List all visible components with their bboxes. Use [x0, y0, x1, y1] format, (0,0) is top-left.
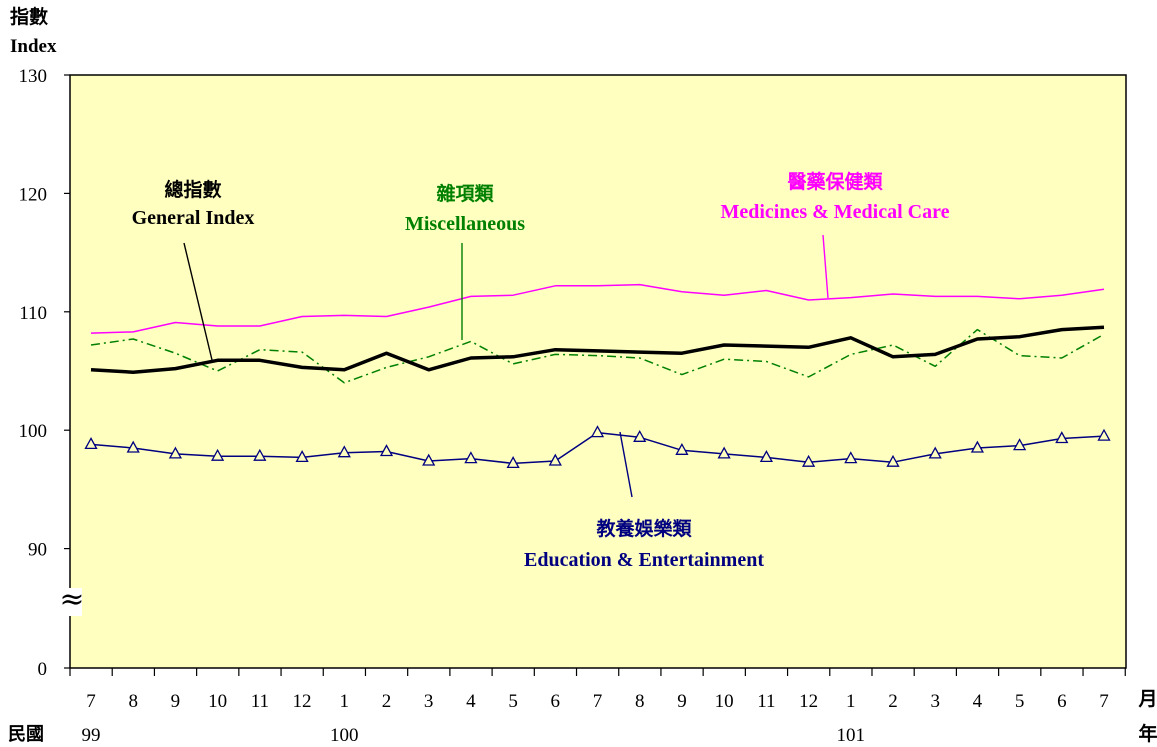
x-tick-label: 7: [86, 691, 96, 712]
data-point-marker: [84, 437, 98, 450]
series-line-medicines: [90, 283, 1105, 334]
y-tick-label: 0: [38, 659, 48, 680]
data-point-marker: [253, 448, 267, 461]
series-label-zh-medicines: 醫藥保健類: [787, 170, 883, 193]
x-unit-year: 年: [1138, 722, 1157, 745]
x-tick-label: 12: [293, 691, 312, 712]
x-tick-label: 10: [715, 691, 734, 712]
data-point-marker: [970, 440, 984, 453]
data-point-marker: [928, 446, 942, 459]
data-point-marker: [337, 445, 351, 458]
x-tick-label: 8: [635, 691, 645, 712]
y-axis: 130 120 110 100 90 0 ≈: [19, 66, 85, 680]
x-tick-label: 5: [1015, 691, 1025, 712]
data-point-marker: [886, 454, 900, 467]
data-point-marker: [759, 450, 773, 463]
x-tick-label: 7: [593, 691, 603, 712]
leader-line-medicines: [822, 234, 829, 299]
series-label-zh-misc: 雜項類: [436, 182, 494, 205]
data-point-marker: [422, 453, 436, 466]
x-tick-label: 4: [466, 691, 476, 712]
x-tick-label: 12: [799, 691, 818, 712]
series-label-zh-general: 總指數: [164, 178, 221, 201]
year-label: 100: [330, 725, 359, 746]
series-layer: [84, 283, 1111, 469]
x-tick-label: 8: [128, 691, 138, 712]
data-point-marker: [633, 429, 647, 442]
leader-line-education: [619, 431, 633, 498]
data-point-marker: [506, 456, 520, 469]
x-tick-label: 6: [1057, 691, 1067, 712]
series-line-misc: [90, 328, 1105, 384]
data-point-marker: [1055, 431, 1069, 444]
x-tick-label: 3: [930, 691, 940, 712]
axis-break-symbol: ≈: [59, 582, 84, 617]
era-label: 民國: [8, 724, 44, 745]
x-tick-label: 11: [757, 691, 775, 712]
x-unit-month: 月: [1137, 688, 1157, 710]
plot-area: [69, 74, 1127, 669]
x-tick-label: 1: [846, 691, 856, 712]
x-tick-label: 5: [508, 691, 518, 712]
axis-break-gap: [60, 588, 82, 616]
series-label-en-education: Education & Entertainment: [524, 549, 764, 571]
data-point-marker: [168, 446, 182, 459]
x-tick-label: 7: [1099, 691, 1109, 712]
data-point-marker: [464, 451, 478, 464]
data-point-marker: [548, 453, 562, 466]
data-point-marker: [126, 440, 140, 453]
data-point-marker: [675, 442, 689, 455]
series-label-en-general: General Index: [132, 207, 255, 229]
year-label: 99: [82, 725, 101, 746]
series-labels: 總指數 General Index 雜項類 Miscellaneous 醫藥保健類 Med…: [132, 170, 950, 571]
x-tick-label: 1: [340, 691, 350, 712]
x-tick-label: 2: [888, 691, 898, 712]
series-label-en-medicines: Medicines & Medical Care: [720, 201, 949, 223]
x-tick-label: 4: [973, 691, 983, 712]
data-point-marker: [717, 446, 731, 459]
series-label-zh-education: 教養娛樂類: [596, 517, 692, 540]
x-tick-label: 9: [171, 691, 181, 712]
y-tick-label: 100: [19, 421, 48, 442]
data-point-marker: [590, 425, 605, 438]
x-tick-label: 10: [208, 691, 227, 712]
data-point-marker: [379, 444, 394, 457]
series-label-en-misc: Miscellaneous: [405, 213, 525, 235]
x-tick-label: 2: [382, 691, 392, 712]
y-tick-label: 110: [19, 303, 47, 324]
x-tick-label: 9: [677, 691, 687, 712]
data-point-marker: [1013, 438, 1027, 451]
data-point-marker: [295, 450, 309, 463]
data-point-marker: [844, 451, 858, 464]
x-tick-label: 6: [551, 691, 561, 712]
y-tick-label: 90: [28, 540, 47, 561]
y-tick-label: 130: [19, 66, 48, 87]
series-line-general: [90, 325, 1105, 374]
x-tick-label: 3: [424, 691, 434, 712]
y-axis-title-zh: 指數: [10, 7, 49, 28]
x-tick-label: 11: [251, 691, 269, 712]
leader-line-general: [183, 242, 213, 361]
data-point-marker: [1097, 428, 1111, 441]
y-axis-title-en: Index: [10, 36, 57, 57]
y-tick-label: 120: [19, 184, 48, 205]
data-point-marker: [802, 454, 816, 467]
data-point-marker: [211, 448, 225, 461]
year-label: 101: [837, 725, 866, 746]
